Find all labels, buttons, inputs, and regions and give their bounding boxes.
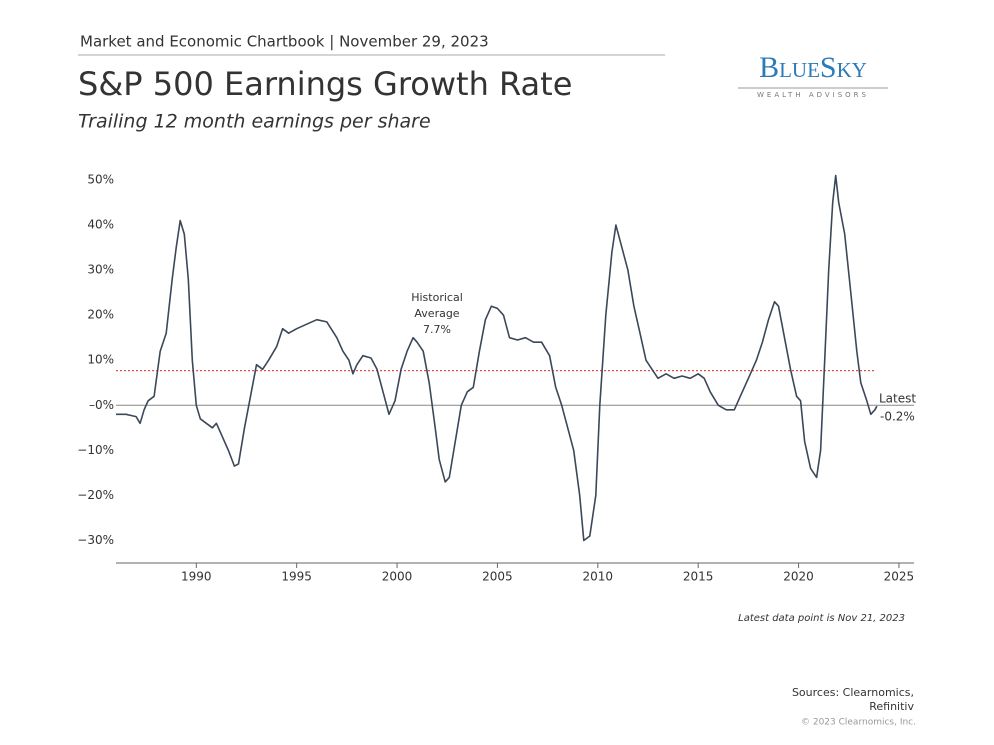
logo-tagline: WEALTH ADVISORS: [757, 91, 869, 99]
x-tick-label: 1990: [181, 570, 212, 584]
y-tick-label: −10%: [77, 443, 114, 457]
x-tick-label: 1995: [281, 570, 312, 584]
copyright: © 2023 Clearnomics, Inc.: [801, 718, 916, 728]
chart-title: S&P 500 Earnings Growth Rate: [78, 65, 572, 103]
source: Sources: Clearnomics,: [792, 686, 914, 699]
y-tick-label: −20%: [77, 488, 114, 502]
y-tick-label: 10%: [87, 353, 114, 367]
x-tick-label: 2010: [583, 570, 614, 584]
x-tick-label: 2015: [683, 570, 714, 584]
y-tick-label: −30%: [77, 533, 114, 547]
chart-subtitle: Trailing 12 month earnings per share: [78, 111, 431, 133]
x-tick-label: 2020: [783, 570, 814, 584]
x-tick-label: 2025: [884, 570, 915, 584]
x-tick-label: 2005: [482, 570, 513, 584]
y-tick-label: 20%: [87, 308, 114, 322]
logo: BlueSky: [759, 51, 867, 84]
earnings-line: [116, 174, 878, 542]
x-tick-label: 2000: [382, 570, 413, 584]
y-tick-label: –0%: [89, 398, 114, 412]
source: Refinitiv: [869, 700, 914, 713]
latest-value: -0.2%: [880, 410, 915, 424]
header: Market and Economic Chartbook | November…: [80, 33, 489, 51]
y-tick-label: 40%: [87, 218, 114, 232]
y-tick-label: 30%: [87, 263, 114, 277]
average-label: Historical: [411, 291, 463, 304]
note: Latest data point is Nov 21, 2023: [738, 613, 905, 624]
average-label: 7.7%: [423, 323, 451, 336]
y-tick-label: 50%: [87, 173, 114, 187]
average-label: Average: [414, 307, 459, 320]
latest-label: Latest: [879, 392, 916, 406]
